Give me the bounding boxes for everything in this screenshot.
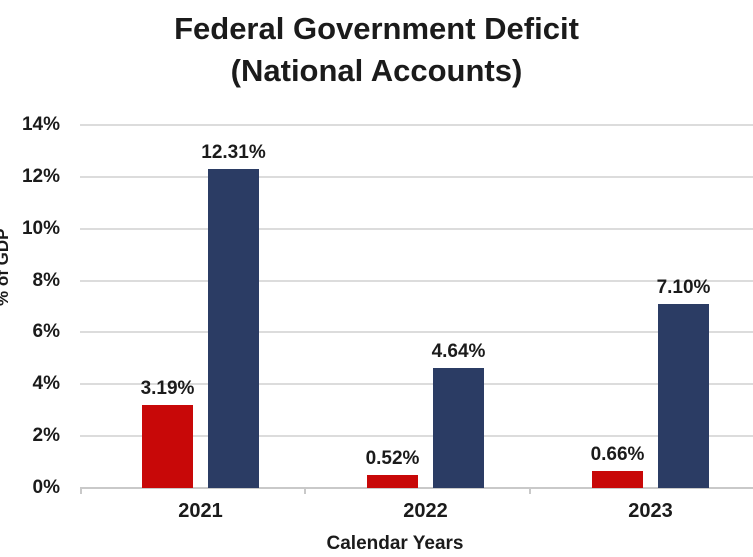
y-tick-label: 0% xyxy=(32,477,60,498)
bar-value-label-2023-red-series: 0.66% xyxy=(590,443,645,465)
gridline xyxy=(80,124,753,126)
x-axis-title: Calendar Years xyxy=(326,533,464,554)
chart-title-line2: (National Accounts) xyxy=(230,53,523,88)
gridline xyxy=(80,175,753,178)
bars-layer: 3.19% 12.31% 0.52% 4.64% 0.66% 7.10% xyxy=(88,125,753,488)
chart-title: Federal Government Deficit (National Acc… xyxy=(0,8,753,92)
bar-2021-red-series xyxy=(142,405,193,488)
plot-area xyxy=(80,124,753,488)
bar-2021-navy-series xyxy=(208,168,259,488)
category-group-2022: 0.52% 4.64% xyxy=(313,125,538,488)
bar-value-label-2021-red-series: 3.19% xyxy=(140,378,195,400)
gridline xyxy=(80,227,753,230)
y-tick-label: 10% xyxy=(21,217,60,239)
bar-2023-navy-series xyxy=(658,303,709,488)
y-tick-label: 12% xyxy=(21,165,60,187)
x-axis-tick xyxy=(80,489,82,494)
y-tick-label: 6% xyxy=(32,321,60,343)
x-tick-label-2021: 2021 xyxy=(178,500,223,522)
x-axis-labels: 2021 2022 2023 xyxy=(88,500,753,523)
x-axis-line xyxy=(80,487,753,489)
x-axis-tick xyxy=(304,489,307,494)
x-tick-label-2022: 2022 xyxy=(403,500,448,522)
chart-title-line1: Federal Government Deficit xyxy=(174,11,579,46)
category-group-2023: 0.66% 7.10% xyxy=(538,125,753,488)
gridline xyxy=(80,383,753,386)
y-tick-label: 14% xyxy=(21,114,60,135)
gridline xyxy=(80,279,753,282)
x-axis-tick xyxy=(528,489,531,494)
bar-2022-navy-series xyxy=(433,367,484,488)
bar-value-label-2023-navy-series: 7.10% xyxy=(656,276,711,298)
bar-2023-red-series xyxy=(592,470,643,488)
y-axis-title: % of GDP xyxy=(0,228,12,306)
bar-value-label-2022-navy-series: 4.64% xyxy=(431,340,486,362)
bar-value-label-2021-navy-series: 12.31% xyxy=(201,141,266,163)
y-tick-label: 2% xyxy=(32,425,60,447)
y-tick-label: 4% xyxy=(32,373,60,395)
y-axis: 0% 2% 4% 6% 8% 10% 12% 14% xyxy=(0,0,70,557)
bar-2022-red-series xyxy=(367,474,418,488)
gridline xyxy=(80,331,753,334)
category-group-2021: 3.19% 12.31% xyxy=(88,125,313,488)
y-tick-label: 8% xyxy=(32,269,60,291)
bar-value-label-2022-red-series: 0.52% xyxy=(365,447,420,469)
gridline xyxy=(80,435,753,438)
x-tick-label-2023: 2023 xyxy=(628,500,673,522)
